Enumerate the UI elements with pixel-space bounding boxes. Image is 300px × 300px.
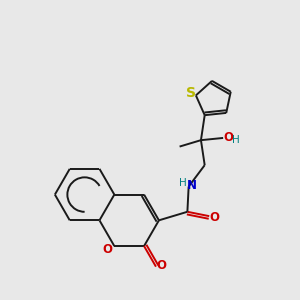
- Text: S: S: [185, 86, 196, 100]
- Text: O: O: [156, 259, 166, 272]
- Text: O: O: [223, 131, 233, 144]
- Text: O: O: [103, 242, 113, 256]
- Text: N: N: [187, 178, 197, 192]
- Text: H: H: [232, 135, 239, 145]
- Text: H: H: [179, 178, 187, 188]
- Text: O: O: [210, 211, 220, 224]
